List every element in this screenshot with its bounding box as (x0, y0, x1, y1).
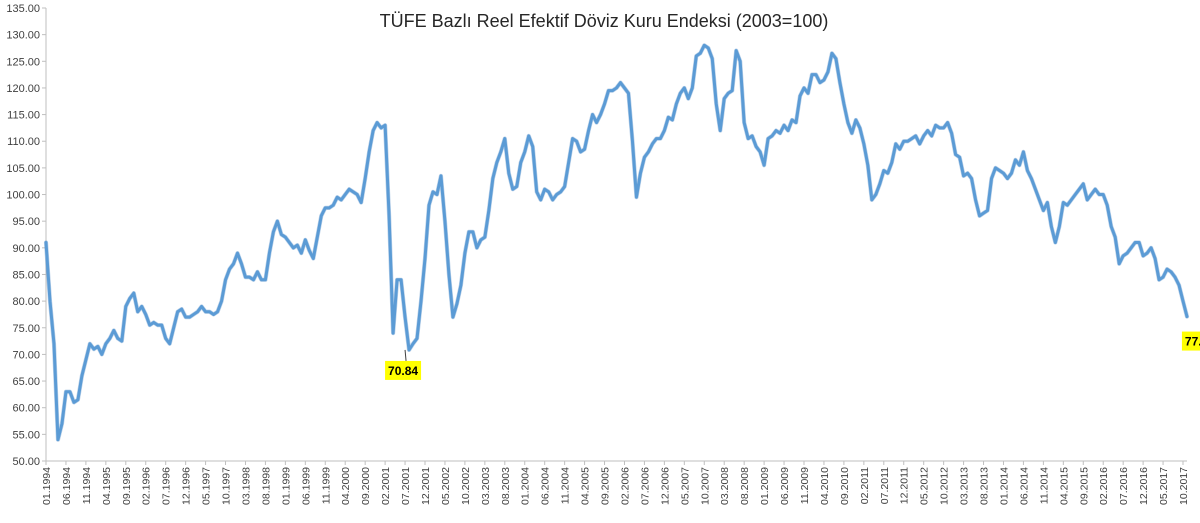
y-tick-label: 125.00 (6, 56, 40, 68)
data-label-box (1181, 331, 1200, 351)
x-tick-label: 12.2016 (1138, 467, 1150, 505)
x-tick-label: 03.1998 (240, 467, 252, 505)
y-tick-label: 115.00 (7, 110, 40, 122)
x-tick-label: 11.1994 (81, 467, 93, 504)
y-tick-label: 120.00 (6, 83, 40, 95)
y-tick-label: 90.00 (12, 243, 40, 255)
y-tick-label: 60.00 (12, 403, 40, 415)
x-axis: 01.1994 06.1994 11.1994 04.1995 09.1995 02.19… (41, 460, 1200, 505)
x-tick-label: 02.2011 (859, 467, 871, 504)
x-tick-label: 04.2010 (819, 467, 831, 505)
x-tick-label: 03.2003 (480, 467, 492, 505)
x-tick-label: 10.2012 (939, 467, 951, 505)
x-tick-label: 09.2015 (1078, 467, 1090, 505)
x-tick-label: 05.2002 (440, 467, 452, 505)
x-tick-label: 12.1996 (181, 467, 193, 505)
x-tick-label: 12.2001 (420, 467, 432, 505)
x-tick-label: 06.2009 (779, 467, 791, 505)
x-tick-label: 08.2013 (979, 467, 991, 505)
x-tick-label: 06.1999 (300, 467, 312, 505)
y-tick-label: 85.00 (12, 269, 40, 281)
x-tick-label: 09.2000 (360, 467, 372, 505)
x-tick-label: 08.2008 (739, 467, 751, 505)
x-tick-label: 01.2009 (759, 467, 771, 505)
x-tick-label: 07.2001 (400, 467, 412, 505)
y-tick-label: 95.00 (12, 216, 40, 228)
y-tick-label: 65.00 (12, 376, 40, 388)
y-tick-label: 110.00 (7, 136, 40, 148)
x-tick-label: 01.2014 (998, 467, 1010, 505)
x-tick-label: 06.2004 (540, 467, 552, 505)
x-tick-label: 05.1997 (201, 467, 213, 505)
data-label-box (385, 360, 422, 380)
x-tick-label: 03.2018 (1198, 467, 1200, 505)
x-tick-label: 02.2016 (1098, 467, 1110, 505)
x-tick-label: 10.1997 (221, 467, 233, 505)
x-tick-label: 12.2011 (899, 467, 911, 504)
y-tick-label: 70.00 (12, 349, 40, 361)
x-tick-label: 04.2015 (1058, 467, 1070, 505)
annotation-layer: 70.84 77.10 (385, 331, 1200, 380)
data-label: 77.10 (1185, 335, 1200, 349)
x-tick-label: 09.1995 (121, 467, 133, 505)
x-tick-label: 02.2001 (380, 467, 392, 505)
x-tick-label: 10.2007 (699, 467, 711, 505)
x-tick-label: 05.2007 (679, 467, 691, 505)
x-tick-label: 08.1998 (260, 467, 272, 505)
data-label: 70.84 (388, 364, 418, 378)
x-tick-label: 05.2012 (919, 467, 931, 505)
series-line-shadow (43, 43, 1190, 442)
x-tick-label: 11.2004 (560, 467, 572, 504)
x-tick-label: 11.2014 (1038, 467, 1050, 504)
x-tick-label: 12.2006 (659, 467, 671, 505)
x-tick-label: 01.2004 (520, 467, 532, 505)
x-tick-label: 03.2013 (959, 467, 971, 505)
y-tick-label: 105.00 (6, 163, 40, 175)
chart-title: TÜFE Bazlı Reel Efektif Döviz Kuru Endek… (380, 11, 829, 31)
x-tick-label: 09.2005 (600, 467, 612, 505)
y-tick-label: 80.00 (12, 296, 40, 308)
y-tick-label: 130.00 (6, 30, 40, 42)
y-axis: 50.00 55.00 60.00 65.00 70.00 75.00 80.00 85.00… (6, 3, 47, 468)
x-tick-label: 07.2011 (879, 467, 891, 504)
y-tick-label: 100.00 (6, 190, 40, 202)
series-layer (43, 43, 1190, 442)
x-tick-label: 04.1995 (101, 467, 113, 505)
x-tick-label: 04.2000 (340, 467, 352, 505)
x-tick-label: 09.2010 (839, 467, 851, 505)
x-tick-label: 01.1994 (41, 467, 53, 505)
x-tick-label: 10.2017 (1178, 467, 1190, 505)
x-tick-label: 07.2016 (1118, 467, 1130, 505)
x-tick-label: 06.2014 (1018, 467, 1030, 505)
x-tick-label: 07.2006 (639, 467, 651, 505)
x-tick-label: 04.2005 (580, 467, 592, 505)
x-tick-label: 10.2002 (460, 467, 472, 505)
x-tick-label: 02.2006 (619, 467, 631, 505)
x-tick-label: 01.1999 (280, 467, 292, 505)
x-tick-label: 11.1999 (320, 467, 332, 504)
x-tick-label: 08.2003 (500, 467, 512, 505)
y-tick-label: 50.00 (12, 456, 40, 468)
x-tick-label: 11.2009 (799, 467, 811, 504)
x-tick-label: 06.1994 (61, 467, 73, 505)
x-tick-label: 07.1996 (161, 467, 173, 505)
x-tick-label: 02.1996 (141, 467, 153, 505)
data-label-leader (404, 349, 407, 361)
y-tick-label: 75.00 (12, 323, 40, 335)
y-tick-label: 135.00 (6, 3, 40, 15)
x-tick-label: 03.2008 (719, 467, 731, 505)
series-line (44, 43, 1189, 442)
y-tick-label: 55.00 (12, 429, 40, 441)
x-tick-label: 05.2017 (1158, 467, 1170, 505)
